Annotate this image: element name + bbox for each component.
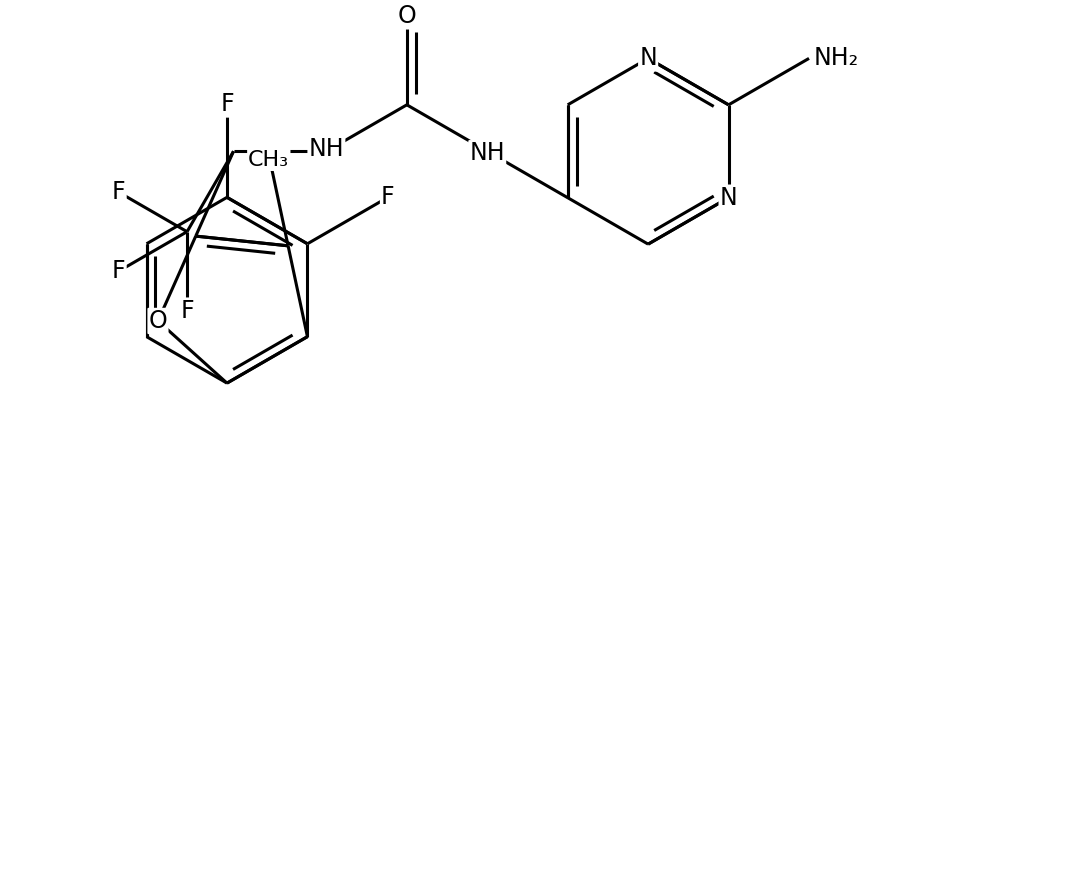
Text: F: F xyxy=(112,181,126,204)
Text: F: F xyxy=(221,93,233,116)
Text: NH₂: NH₂ xyxy=(814,47,859,70)
Text: NH: NH xyxy=(469,141,505,166)
Text: F: F xyxy=(381,185,394,210)
Text: F: F xyxy=(112,259,126,283)
Text: CH₃: CH₃ xyxy=(248,150,289,170)
Text: F: F xyxy=(180,299,194,322)
Text: O: O xyxy=(148,309,167,333)
Text: N: N xyxy=(720,186,738,210)
Text: O: O xyxy=(398,4,416,28)
Text: N: N xyxy=(640,47,657,70)
Text: NH: NH xyxy=(308,137,344,161)
